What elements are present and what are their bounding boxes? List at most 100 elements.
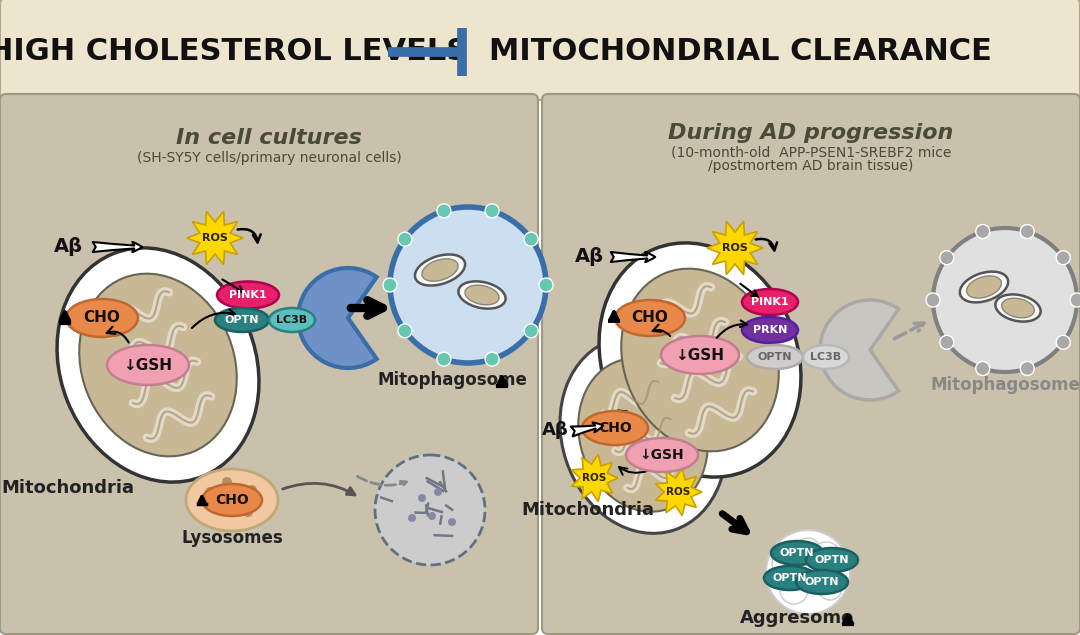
Text: CHO: CHO: [598, 421, 632, 435]
Circle shape: [772, 550, 800, 578]
Circle shape: [375, 455, 485, 565]
Circle shape: [249, 500, 259, 510]
Circle shape: [1070, 293, 1080, 307]
Ellipse shape: [599, 243, 801, 477]
Wedge shape: [298, 268, 377, 368]
Text: CHO: CHO: [215, 493, 248, 507]
Text: OPTN: OPTN: [805, 577, 839, 587]
Circle shape: [975, 225, 989, 239]
Text: (10-month-old  APP-PSEN1-SREBF2 mice: (10-month-old APP-PSEN1-SREBF2 mice: [671, 145, 951, 159]
Circle shape: [539, 278, 553, 292]
Ellipse shape: [747, 345, 804, 369]
Text: PINK1: PINK1: [752, 297, 788, 307]
Polygon shape: [707, 222, 762, 274]
Circle shape: [524, 324, 538, 338]
FancyBboxPatch shape: [542, 94, 1080, 634]
Circle shape: [810, 542, 842, 574]
Circle shape: [1021, 361, 1035, 375]
Circle shape: [247, 485, 257, 495]
Circle shape: [390, 207, 546, 363]
Circle shape: [428, 512, 436, 520]
Circle shape: [437, 352, 450, 366]
Text: CHO: CHO: [83, 311, 121, 326]
Ellipse shape: [458, 281, 505, 309]
FancyBboxPatch shape: [0, 0, 1080, 100]
Ellipse shape: [996, 295, 1041, 321]
Circle shape: [485, 204, 499, 218]
Circle shape: [780, 576, 808, 604]
Text: CHO: CHO: [632, 311, 669, 326]
Circle shape: [408, 514, 416, 522]
Circle shape: [243, 507, 253, 517]
Circle shape: [383, 278, 397, 292]
Ellipse shape: [806, 548, 858, 572]
Text: Mitochondria: Mitochondria: [522, 501, 654, 519]
Circle shape: [940, 335, 954, 349]
Ellipse shape: [742, 317, 798, 343]
Text: During AD progression: During AD progression: [669, 123, 954, 143]
Ellipse shape: [661, 336, 739, 374]
FancyBboxPatch shape: [0, 94, 538, 634]
Circle shape: [397, 324, 411, 338]
Ellipse shape: [186, 469, 278, 531]
Ellipse shape: [422, 259, 458, 281]
Text: OPTN: OPTN: [225, 315, 259, 325]
Circle shape: [820, 558, 840, 578]
Text: ROS: ROS: [666, 487, 690, 497]
Text: Mitophagosome: Mitophagosome: [377, 371, 527, 389]
Text: PINK1: PINK1: [229, 290, 267, 300]
Ellipse shape: [107, 345, 189, 385]
Text: LC3B: LC3B: [276, 315, 308, 325]
Ellipse shape: [57, 248, 259, 482]
Text: MITOCHONDRIAL CLEARANCE: MITOCHONDRIAL CLEARANCE: [488, 37, 991, 67]
Circle shape: [1056, 335, 1070, 349]
Circle shape: [448, 518, 456, 526]
Text: OPTN: OPTN: [758, 352, 793, 362]
Text: ↓GSH: ↓GSH: [675, 347, 725, 363]
Circle shape: [940, 251, 954, 265]
Polygon shape: [571, 455, 618, 502]
Circle shape: [485, 352, 499, 366]
Ellipse shape: [415, 255, 465, 286]
Text: OPTN: OPTN: [780, 548, 814, 558]
Ellipse shape: [742, 289, 798, 315]
Ellipse shape: [269, 308, 315, 332]
Ellipse shape: [960, 272, 1008, 302]
Ellipse shape: [202, 484, 262, 516]
Text: Aβ: Aβ: [575, 248, 604, 267]
Circle shape: [975, 361, 989, 375]
Circle shape: [227, 489, 237, 499]
Ellipse shape: [465, 285, 499, 305]
Ellipse shape: [66, 299, 138, 337]
Text: Aggresome: Aggresome: [740, 609, 854, 627]
Circle shape: [1056, 251, 1070, 265]
Ellipse shape: [1001, 298, 1035, 318]
Text: ROS: ROS: [202, 233, 228, 243]
Polygon shape: [656, 469, 702, 516]
Circle shape: [1021, 225, 1035, 239]
Ellipse shape: [804, 345, 849, 369]
Ellipse shape: [771, 541, 823, 565]
Text: ↓GSH: ↓GSH: [123, 358, 173, 373]
Ellipse shape: [967, 276, 1001, 298]
Circle shape: [217, 505, 227, 515]
Text: (SH-SY5Y cells/primary neuronal cells): (SH-SY5Y cells/primary neuronal cells): [137, 151, 402, 165]
Circle shape: [437, 204, 450, 218]
Ellipse shape: [215, 308, 269, 332]
Circle shape: [766, 530, 850, 614]
Polygon shape: [187, 211, 243, 265]
Wedge shape: [820, 300, 899, 400]
Text: HIGH CHOLESTEROL LEVELS: HIGH CHOLESTEROL LEVELS: [0, 37, 468, 67]
Circle shape: [418, 494, 426, 502]
Ellipse shape: [217, 281, 279, 309]
Text: Mitochondria: Mitochondria: [1, 479, 135, 497]
Text: ROS: ROS: [723, 243, 748, 253]
Circle shape: [229, 499, 239, 509]
Ellipse shape: [621, 269, 779, 451]
Text: LC3B: LC3B: [810, 352, 841, 362]
Ellipse shape: [764, 566, 816, 590]
Circle shape: [397, 232, 411, 246]
Ellipse shape: [561, 337, 726, 533]
Text: Mitophagosome: Mitophagosome: [930, 376, 1080, 394]
Ellipse shape: [582, 411, 648, 445]
